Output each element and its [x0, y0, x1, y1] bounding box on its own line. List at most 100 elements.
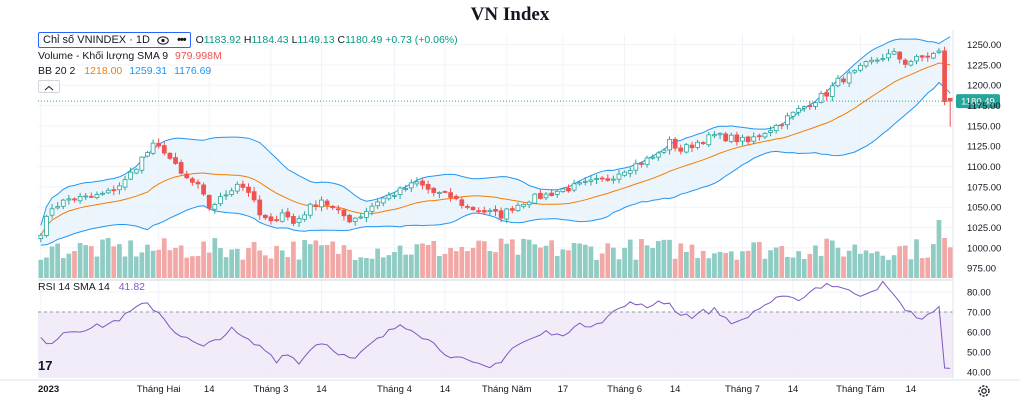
volume-bar — [672, 258, 678, 278]
tradingview-logo-icon: 17 — [38, 358, 52, 373]
candle — [386, 191, 392, 201]
volume-bar — [852, 244, 858, 278]
volume-bar — [364, 258, 369, 278]
candle-body — [807, 105, 813, 107]
candle — [291, 213, 296, 227]
volume-bar — [77, 243, 83, 278]
candle-body — [762, 132, 768, 138]
volume-bar — [745, 250, 751, 278]
volume-bar — [307, 244, 313, 278]
candle — [543, 191, 549, 201]
more-icon[interactable]: ••• — [177, 34, 187, 46]
candle — [582, 176, 588, 186]
time-tick-label: 14 — [316, 384, 327, 395]
volume-bar — [246, 248, 251, 278]
volume-bars — [38, 220, 953, 278]
candle — [257, 195, 263, 220]
volume-bar — [66, 253, 72, 278]
eye-icon[interactable] — [157, 35, 169, 45]
volume-bar — [633, 259, 639, 278]
candle — [728, 132, 734, 144]
candle-body — [891, 51, 897, 55]
candle — [431, 186, 437, 197]
rsi-band-fill — [38, 312, 953, 378]
candle-body — [858, 64, 863, 71]
candle — [195, 179, 201, 189]
candle — [622, 170, 627, 177]
candle-body — [942, 50, 947, 102]
candle-body — [712, 134, 717, 137]
candle-body — [319, 199, 324, 208]
candle — [229, 187, 235, 197]
candle-body — [897, 51, 903, 60]
candle-body — [55, 206, 61, 209]
volume-bar — [891, 255, 897, 278]
candle — [611, 175, 616, 184]
rsi-pane — [38, 279, 953, 378]
candle — [768, 126, 773, 137]
time-tick-label: 14 — [670, 384, 681, 395]
candle-body — [751, 136, 757, 142]
volume-bar — [358, 257, 364, 278]
candle — [262, 214, 268, 220]
volume-bar — [262, 255, 268, 278]
symbol-box[interactable]: Chỉ số VNINDEX · 1D ••• — [38, 32, 191, 48]
volume-bar — [700, 250, 706, 278]
candle — [762, 132, 768, 139]
candle-body — [874, 59, 880, 62]
chart-canvas[interactable]: 1180.49 975.00 1000.00 1025.00 1050.00 1075.… — [0, 30, 1020, 410]
candle-body — [639, 162, 644, 165]
candle-body — [773, 125, 779, 132]
candle-body — [218, 196, 223, 205]
volume-bar — [167, 250, 173, 278]
volume-bar — [790, 257, 796, 278]
candle-body — [504, 208, 510, 220]
candle-body — [392, 194, 397, 197]
candle — [549, 189, 554, 197]
candle — [751, 132, 757, 145]
candle-body — [268, 216, 274, 222]
candle-body — [902, 59, 908, 65]
candle-body — [240, 183, 246, 188]
candle-body — [403, 188, 409, 190]
volume-bar — [493, 252, 498, 278]
bb-lower-line — [40, 81, 951, 246]
candle-body — [526, 201, 532, 206]
candle-body — [835, 77, 841, 87]
candle-body — [493, 208, 498, 212]
volume-bar — [863, 250, 869, 278]
candle-body — [375, 201, 380, 207]
volume-bar — [234, 248, 240, 278]
volume-bar — [925, 257, 931, 278]
candle — [307, 202, 313, 219]
volume-bar — [257, 250, 263, 278]
volume-bar — [178, 245, 184, 278]
rsi-legend-label: RSI 14 SMA 14 — [38, 281, 110, 293]
candle — [526, 200, 532, 209]
candle-body — [616, 173, 622, 180]
candle — [223, 190, 229, 200]
candle-body — [768, 130, 773, 133]
candle — [807, 101, 813, 111]
volume-bar — [296, 259, 302, 278]
collapse-legend-button[interactable] — [38, 80, 60, 93]
chart-title: VN Index — [470, 4, 550, 25]
symbol-label: Chỉ số VNINDEX · 1D — [43, 34, 150, 46]
candle-body — [285, 211, 291, 218]
volume-bar — [100, 239, 105, 278]
volume-bar — [425, 245, 431, 278]
volume-bar — [509, 239, 515, 278]
candle — [128, 167, 133, 181]
chevron-up-icon — [44, 85, 54, 91]
candle — [465, 204, 470, 210]
time-tick-label: Tháng Hai — [137, 384, 181, 395]
settings-button[interactable] — [976, 383, 992, 399]
candle-body — [100, 192, 105, 195]
candle — [55, 202, 61, 210]
candlesticks[interactable] — [38, 46, 953, 243]
candle — [801, 105, 807, 112]
open-prefix: O — [195, 34, 204, 46]
tradingview-logo[interactable]: 17 — [37, 357, 59, 373]
volume-bar — [566, 250, 571, 278]
rsi-tick-label: 60.00 — [967, 328, 991, 339]
